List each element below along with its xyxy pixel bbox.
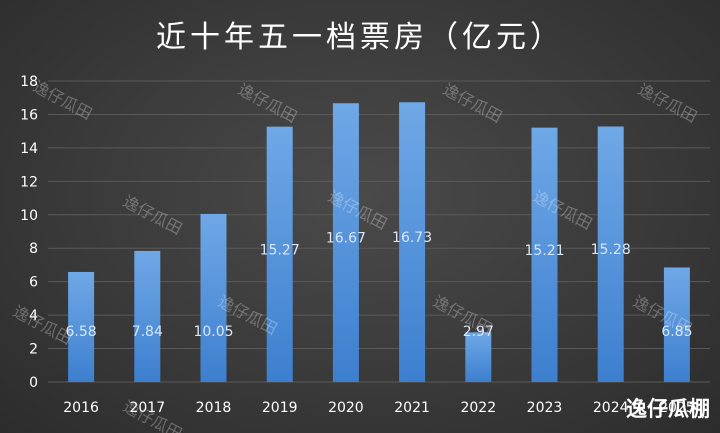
data-label: 6.58 [66,324,97,340]
data-label: 2.97 [463,324,494,340]
bar [266,126,293,382]
bar [68,271,95,382]
watermark-text: 逸仔瓜田 [235,80,300,127]
bar [200,213,227,382]
y-tick-label: 10 [20,208,38,224]
y-tick-label: 14 [20,141,38,157]
x-tick-label: 2018 [196,400,232,416]
bar [399,102,426,383]
x-tick-label: 2020 [328,400,364,416]
bar [597,126,624,383]
brand-watermark: 逸仔瓜棚 [626,397,710,421]
y-tick-label: 0 [29,375,38,391]
data-label: 16.67 [326,231,366,247]
watermark-text: 逸仔瓜田 [635,80,700,127]
bar [531,127,558,382]
data-label: 16.73 [392,230,432,246]
y-tick-label: 16 [20,107,38,123]
y-tick-label: 18 [20,74,38,90]
data-label: 15.21 [524,243,564,259]
bar [465,332,492,382]
data-label: 6.85 [661,324,692,340]
bar [663,267,690,382]
watermark-text: 逸仔瓜田 [440,80,505,127]
y-tick-label: 8 [29,241,38,257]
bar [134,250,161,382]
x-tick-label: 2022 [460,400,496,416]
data-label: 10.05 [193,324,233,340]
y-tick-label: 4 [29,308,38,324]
chart-title: 近十年五一档票房（亿元） [156,20,564,55]
data-label: 7.84 [132,324,163,340]
x-tick-label: 2024 [593,400,629,416]
bar [332,103,359,383]
y-tick-label: 2 [29,342,38,358]
x-tick-label: 2017 [129,400,165,416]
x-tick-label: 2025 [659,400,695,416]
x-tick-label: 2021 [394,400,430,416]
y-tick-label: 12 [20,174,38,190]
data-label: 15.27 [260,242,300,258]
x-tick-label: 2016 [63,400,99,416]
watermark-text: 逸仔瓜田 [30,77,95,124]
x-tick-label: 2019 [262,400,298,416]
data-label: 15.28 [591,242,631,258]
y-tick-label: 6 [29,275,38,291]
x-tick-label: 2023 [527,400,563,416]
